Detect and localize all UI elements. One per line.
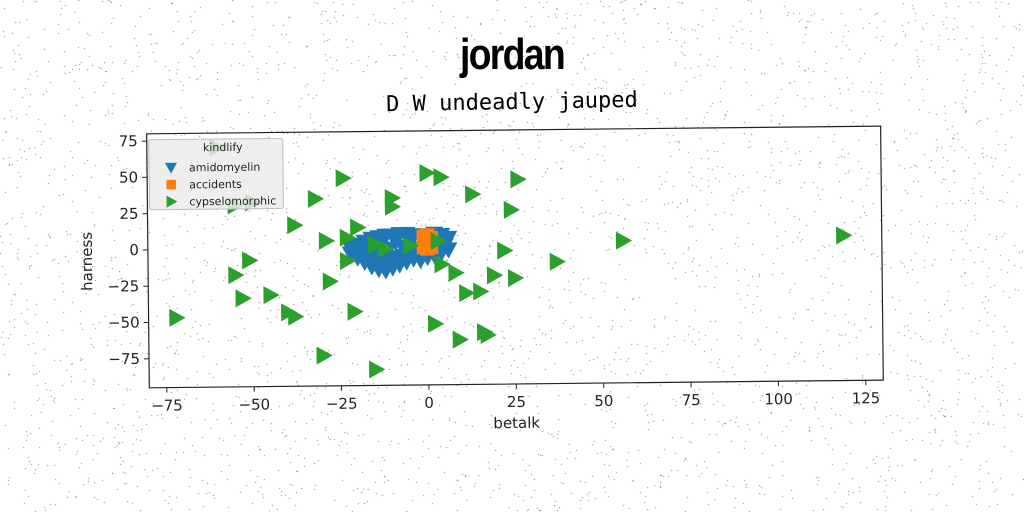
x-tick-label: −50 bbox=[238, 396, 270, 414]
legend-marker bbox=[166, 179, 177, 190]
cypselomorphic-point bbox=[427, 314, 445, 333]
cypselomorphic-point bbox=[316, 346, 333, 365]
legend-title: kindlify bbox=[203, 141, 243, 154]
legend-marker bbox=[166, 195, 178, 208]
cypselomorphic-point bbox=[419, 164, 436, 183]
cypselomorphic-point bbox=[434, 255, 451, 274]
cypselomorphic-point bbox=[836, 226, 853, 245]
cypselomorphic-point bbox=[510, 170, 527, 189]
x-ticks: −75 −50 −25 0 25 50 75 100 125 bbox=[151, 380, 880, 415]
page-title: jordan bbox=[459, 30, 566, 79]
y-tick-label: 25 bbox=[119, 205, 138, 223]
cypselomorphic-point bbox=[430, 232, 447, 251]
cypselomorphic-point bbox=[433, 168, 450, 187]
x-tick-label: −75 bbox=[151, 396, 183, 414]
cypselomorphic-point bbox=[549, 252, 566, 271]
cypselomorphic-point bbox=[448, 263, 465, 282]
cypselomorphic-point bbox=[263, 286, 280, 305]
amidomyelin-point bbox=[341, 246, 360, 263]
amidomyelin-point bbox=[380, 254, 399, 271]
y-tick-label: −75 bbox=[108, 350, 140, 368]
cypselomorphic-point bbox=[335, 169, 352, 188]
y-tick-label: −50 bbox=[108, 314, 140, 332]
cypselomorphic-point bbox=[339, 251, 357, 270]
cypselomorphic-point bbox=[615, 231, 633, 250]
amidomyelin-point bbox=[386, 234, 405, 251]
cypselomorphic-point bbox=[465, 185, 482, 204]
legend-marker bbox=[164, 162, 177, 174]
y-tick-label: 75 bbox=[119, 132, 138, 150]
cypselomorphic-point bbox=[307, 189, 325, 208]
x-tick-label: −25 bbox=[326, 395, 358, 413]
legend: kindlify amidomyelin accidents cypselomorp… bbox=[148, 137, 284, 211]
y-axis-label: harness bbox=[78, 232, 97, 291]
legend-label: cypselomorphic bbox=[189, 194, 276, 208]
x-axis-label: betalk bbox=[493, 414, 540, 432]
cypselomorphic-point bbox=[287, 216, 304, 235]
cypselomorphic-point bbox=[507, 269, 525, 288]
cypselomorphic-point bbox=[452, 330, 469, 349]
amidomyelin-point bbox=[366, 256, 385, 273]
cypselomorphic-point bbox=[169, 308, 186, 327]
cypselomorphic-point bbox=[369, 360, 386, 379]
legend-box bbox=[148, 137, 284, 211]
cypselomorphic-point bbox=[242, 251, 259, 270]
cypselomorphic-point bbox=[402, 236, 419, 255]
cypselomorphic-point bbox=[347, 302, 364, 321]
plot-group: −75 −50 −25 0 25 50 75 100 125 −75−50−250255075 … bbox=[78, 125, 884, 432]
x-tick-label: 25 bbox=[507, 393, 526, 411]
cypselomorphic-point bbox=[480, 325, 497, 344]
amidomyelin-point bbox=[394, 248, 413, 265]
cypselomorphic-point bbox=[503, 200, 520, 219]
cypselomorphic-point bbox=[384, 197, 402, 216]
y-tick-label: −25 bbox=[108, 277, 140, 295]
cypselomorphic-point bbox=[235, 289, 252, 308]
marks-layer bbox=[169, 138, 853, 379]
x-tick-label: 125 bbox=[852, 389, 881, 407]
cypselomorphic-point bbox=[378, 239, 395, 258]
x-tick-label: 0 bbox=[424, 394, 434, 412]
cypselomorphic-point bbox=[339, 228, 356, 247]
legend-label: accidents bbox=[189, 178, 242, 192]
cypselomorphic-point bbox=[473, 282, 490, 301]
cypselomorphic-point bbox=[459, 284, 476, 303]
cypselomorphic-point bbox=[350, 218, 367, 237]
cypselomorphic-point bbox=[486, 266, 504, 285]
y-ticks: −75 −50 −25 0 25 50 75 bbox=[108, 132, 150, 368]
legend-label: amidomyelin bbox=[189, 161, 260, 175]
x-tick-label: 75 bbox=[682, 391, 701, 409]
cypselomorphic-point bbox=[322, 272, 339, 291]
cypselomorphic-point bbox=[228, 266, 245, 285]
x-tick-label: 100 bbox=[764, 390, 793, 408]
cypselomorphic-point bbox=[288, 307, 305, 326]
cypselomorphic-point bbox=[367, 235, 385, 254]
x-tick-label: 50 bbox=[594, 392, 613, 410]
y-tick-label: 0 bbox=[129, 241, 139, 259]
y-tick-label: 50 bbox=[119, 168, 138, 186]
legend-items: amidomyelin accidents cypselomorphic bbox=[164, 161, 276, 208]
cypselomorphic-point bbox=[497, 241, 514, 260]
cypselomorphic-point bbox=[318, 231, 336, 250]
